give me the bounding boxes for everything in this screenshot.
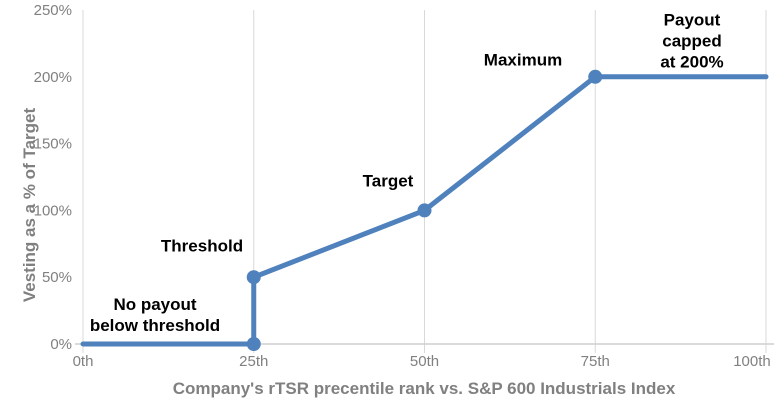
x-tick-label: 100th — [733, 353, 771, 370]
annotation-label: Payout capped at 200% — [660, 10, 724, 72]
x-tick-label: 0th — [73, 353, 94, 370]
y-tick-label: 250% — [34, 2, 72, 19]
series-line — [80, 74, 769, 347]
annotation-label: Threshold — [160, 236, 244, 256]
y-tick-label: 50% — [42, 269, 72, 286]
x-axis-title: Company's rTSR precentile rank vs. S&P 6… — [172, 379, 676, 398]
series-marker — [246, 270, 261, 285]
annotation-label: Target — [362, 171, 414, 191]
series-marker — [417, 203, 432, 218]
y-axis-title: Vesting as a % of Target — [20, 107, 39, 303]
y-tick-label: 0% — [50, 336, 72, 353]
series-marker — [246, 337, 261, 351]
x-tick-label: 50th — [410, 353, 439, 370]
series-marker — [588, 69, 603, 84]
x-tick-label: 75th — [581, 353, 610, 370]
annotation-label: Maximum — [483, 50, 563, 70]
y-tick-label: 100% — [34, 202, 72, 219]
y-tick-label: 200% — [34, 69, 72, 86]
y-tick-label: 150% — [34, 136, 72, 153]
x-tick-label: 25th — [239, 353, 268, 370]
annotation-label: No payout below threshold — [89, 295, 221, 335]
